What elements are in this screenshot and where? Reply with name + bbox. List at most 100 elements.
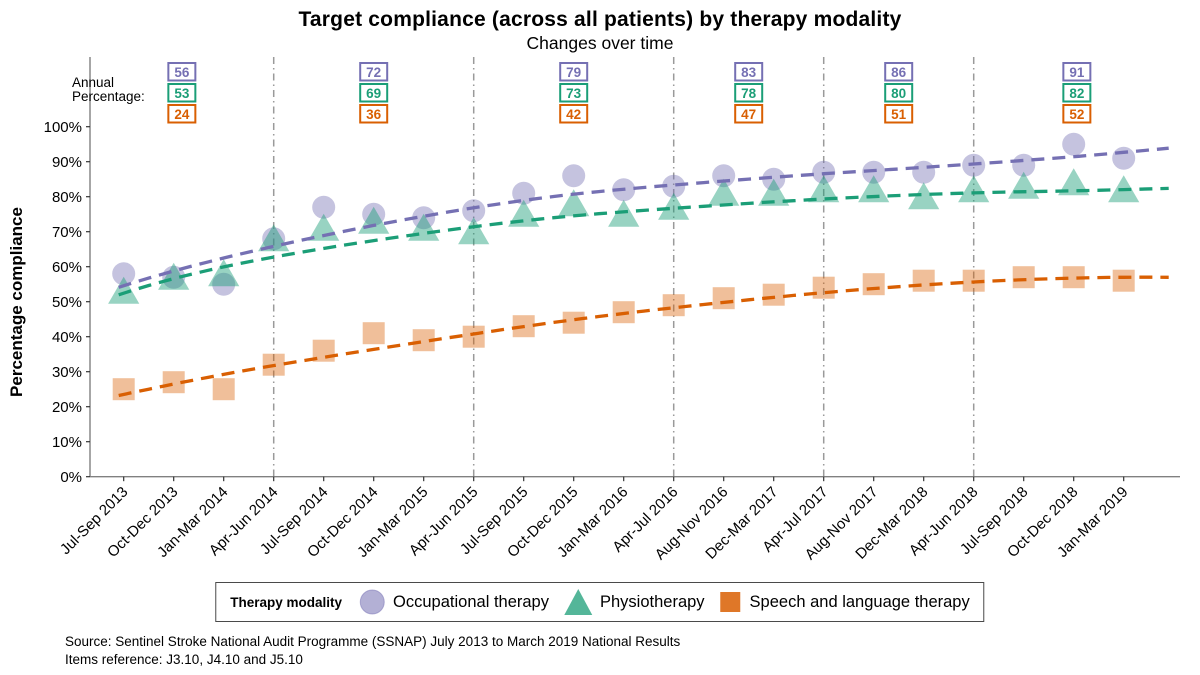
- annual-label-line2: Percentage:: [72, 89, 145, 105]
- marker-occupational-therapy: [412, 206, 436, 230]
- trendline-physiotherapy: [118, 186, 1169, 297]
- annual-label-line1: Annual: [72, 75, 115, 90]
- annual-value-box: [734, 104, 764, 124]
- annual-value-box: [359, 104, 389, 124]
- marker-occupational-therapy: [262, 227, 286, 251]
- marker-physiotherapy: [458, 217, 490, 245]
- footer: Source: Sentinel Stroke National Audit P…: [65, 633, 680, 669]
- marker-occupational-therapy: [1112, 146, 1136, 170]
- y-tick-label: 80%: [52, 189, 82, 206]
- y-tick-label: 0%: [60, 469, 82, 486]
- marker-speech-language-therapy: [212, 378, 235, 401]
- y-axis-title: Percentage compliance: [7, 207, 26, 397]
- legend: Therapy modality Occupational therapy Ph…: [215, 582, 985, 622]
- marker-occupational-therapy: [762, 167, 786, 191]
- marker-speech-language-therapy: [812, 276, 835, 299]
- marker-physiotherapy: [758, 178, 790, 206]
- y-tick-label: 100%: [44, 119, 82, 136]
- annual-value-box: [559, 62, 589, 82]
- annual-value-box: [359, 83, 389, 103]
- annual-value: 52: [1069, 107, 1084, 122]
- marker-speech-language-therapy: [1012, 266, 1035, 289]
- footer-items-reference-line: Items reference: J3.10, J4.10 and J5.10: [65, 651, 303, 667]
- square-marker-icon: [720, 592, 741, 612]
- annual-value: 86: [891, 65, 907, 80]
- annual-value-box: [734, 83, 764, 103]
- annual-value: 73: [566, 86, 582, 101]
- marker-speech-language-therapy: [862, 273, 885, 296]
- marker-occupational-therapy: [562, 164, 586, 188]
- annual-value: 82: [1069, 86, 1084, 101]
- annual-value-box: [1062, 104, 1092, 124]
- marker-speech-language-therapy: [1112, 269, 1135, 292]
- annual-value: 47: [741, 107, 756, 122]
- marker-physiotherapy: [958, 175, 990, 203]
- annual-value-box: [167, 62, 197, 82]
- footer-source-line: Source: Sentinel Stroke National Audit P…: [65, 634, 681, 649]
- marker-speech-language-therapy: [462, 325, 485, 348]
- marker-occupational-therapy: [662, 174, 686, 198]
- annual-value: 79: [566, 65, 581, 80]
- annual-value-box: [559, 104, 589, 124]
- marker-speech-language-therapy: [562, 311, 585, 334]
- trendline-speech-language-therapy: [118, 275, 1169, 398]
- marker-physiotherapy: [1058, 168, 1090, 196]
- annual-value: 83: [741, 65, 757, 80]
- marker-occupational-therapy: [312, 195, 336, 219]
- legend-item-physiotherapy[interactable]: Physiotherapy: [563, 588, 705, 616]
- annual-value-box: [884, 83, 914, 103]
- marker-physiotherapy: [858, 175, 890, 203]
- marker-speech-language-therapy: [412, 329, 435, 352]
- marker-physiotherapy: [908, 182, 940, 210]
- annual-value: 69: [366, 86, 381, 101]
- y-tick-label: 70%: [52, 224, 82, 241]
- legend-title: Therapy modality: [230, 594, 343, 610]
- marker-speech-language-therapy: [362, 322, 385, 345]
- annual-value-box: [1062, 83, 1092, 103]
- annual-percentage-label: Annual Percentage:: [72, 75, 145, 105]
- y-tick-label: 30%: [52, 364, 82, 381]
- annual-value: 42: [566, 107, 581, 122]
- marker-occupational-therapy: [212, 272, 236, 296]
- marker-speech-language-therapy: [712, 287, 735, 310]
- marker-physiotherapy: [108, 276, 140, 304]
- annual-value: 91: [1069, 65, 1085, 80]
- y-tick-label: 90%: [52, 154, 82, 171]
- marker-speech-language-therapy: [912, 269, 935, 292]
- marker-speech-language-therapy: [162, 371, 185, 394]
- legend-item-label: Speech and language therapy: [749, 592, 970, 611]
- marker-occupational-therapy: [112, 262, 136, 286]
- marker-speech-language-therapy: [1062, 266, 1085, 289]
- y-tick-label: 40%: [52, 329, 82, 346]
- marker-occupational-therapy: [362, 202, 386, 226]
- marker-speech-language-therapy: [762, 283, 785, 306]
- marker-physiotherapy: [558, 189, 590, 217]
- circle-marker-icon: [359, 589, 385, 615]
- annual-value-box: [1062, 62, 1092, 82]
- annual-value-box: [884, 104, 914, 124]
- marker-physiotherapy: [808, 175, 840, 203]
- annual-value: 51: [891, 107, 907, 122]
- annual-value-box: [559, 83, 589, 103]
- y-tick-label: 60%: [52, 259, 82, 276]
- marker-physiotherapy: [158, 262, 190, 290]
- chart-subtitle: Changes over time: [526, 33, 674, 53]
- marker-speech-language-therapy: [112, 378, 135, 401]
- annual-value: 24: [174, 107, 190, 122]
- annual-value: 78: [741, 86, 757, 101]
- annual-value: 72: [366, 65, 381, 80]
- legend-item-label: Physiotherapy: [599, 592, 705, 611]
- triangle-marker-icon: [563, 589, 592, 615]
- marker-physiotherapy: [1008, 171, 1040, 199]
- annual-value: 56: [174, 65, 190, 80]
- legend-item-speech-language-therapy[interactable]: Speech and language therapy: [719, 590, 970, 614]
- marker-speech-language-therapy: [662, 294, 685, 317]
- marker-occupational-therapy: [462, 199, 486, 223]
- legend-item-label: Occupational therapy: [393, 592, 549, 611]
- annual-value-box: [167, 104, 197, 124]
- legend-item-occupational-therapy[interactable]: Occupational therapy: [358, 588, 549, 616]
- marker-occupational-therapy: [912, 160, 936, 184]
- annual-value: 80: [891, 86, 906, 101]
